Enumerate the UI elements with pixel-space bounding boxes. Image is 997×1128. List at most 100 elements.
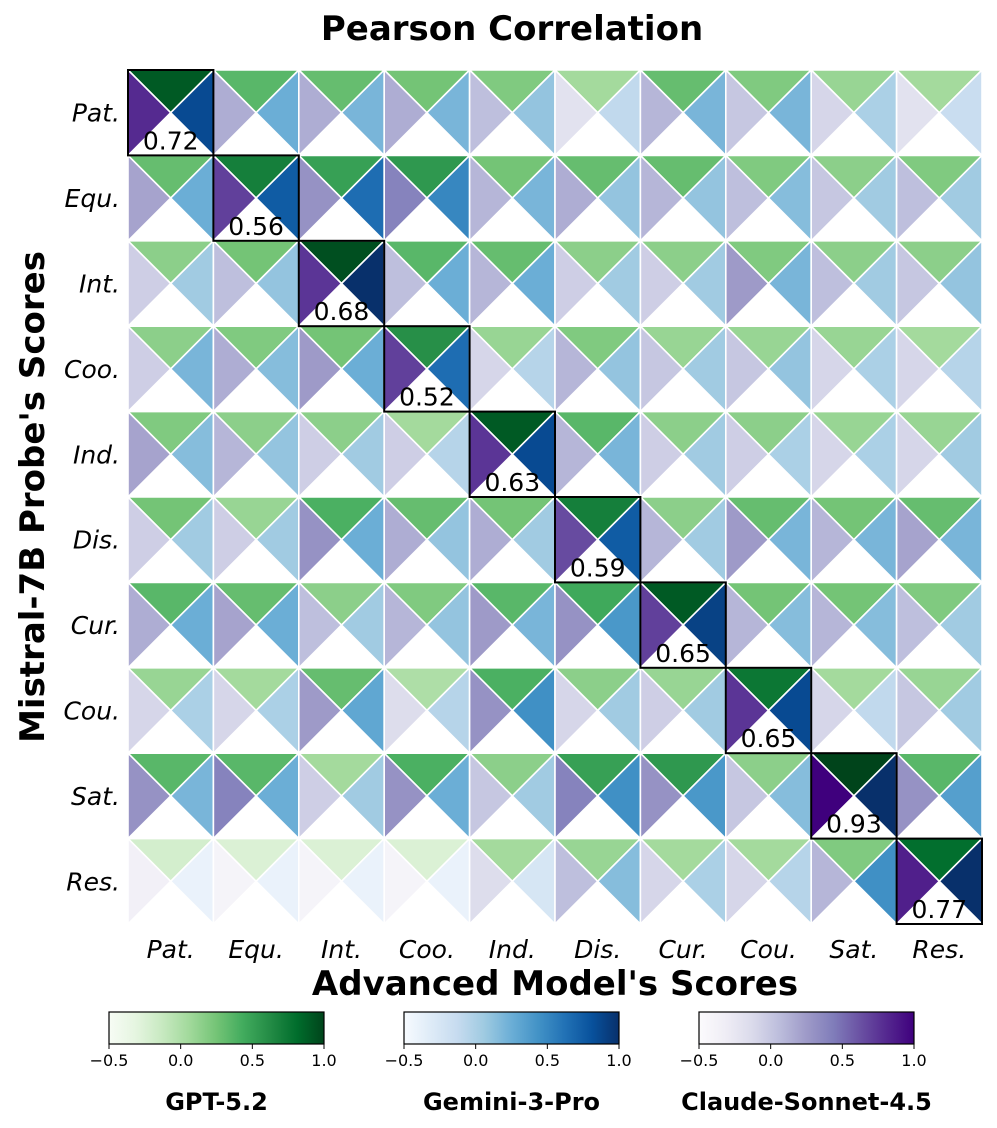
- cell-left-Coo.-Int.: [297, 325, 343, 413]
- cell-left-Pat.-Cou.: [724, 69, 770, 157]
- y-tick-labels: Pat. Equ. Int. Coo. Ind. Dis. Cur. Cou. Sat. Res.: [63, 99, 120, 897]
- cell-right-Cur.-Res.: [938, 581, 983, 669]
- colorbar-blues: −0.5 0.0 0.5 1.0 Gemini-3-Pro: [385, 1011, 632, 1116]
- cell-left-Int.-Equ.: [212, 240, 257, 328]
- cell-left-Sat.-Coo.: [383, 752, 428, 840]
- y-tick-label: Int.: [79, 270, 120, 299]
- diagonal-value-label: 0.68: [314, 297, 370, 326]
- chart-title: Pearson Correlation: [321, 9, 703, 49]
- cell-left-Sat.-Pat.: [127, 752, 172, 840]
- colorbar-tick-label: 1.0: [901, 1051, 926, 1070]
- diagonal-value-label: 0.93: [826, 810, 882, 839]
- cell-left-Cur.-Res.: [895, 581, 941, 669]
- cell-left-Pat.-Int.: [297, 69, 343, 157]
- y-tick-label: Res.: [66, 867, 120, 896]
- colorbar-tick-label: 0.5: [535, 1051, 560, 1070]
- cell-left-Cur.-Coo.: [383, 581, 428, 669]
- diagonal-value-label: 0.72: [143, 126, 199, 155]
- cell-left-Coo.-Sat.: [810, 325, 855, 413]
- cell-left-Res.-Equ.: [212, 837, 257, 925]
- cell-left-Dis.-Res.: [895, 496, 941, 584]
- colorbar-gradient: [108, 1011, 325, 1045]
- cell-left-Pat.-Ind.: [468, 69, 514, 157]
- cell-left-Cou.-Cur.: [639, 666, 684, 755]
- cell-left-Cou.-Dis.: [554, 666, 599, 755]
- x-tick-label: Res.: [912, 935, 966, 964]
- colorbar-title: Gemini-3-Pro: [423, 1088, 600, 1116]
- cell-left-Cur.-Sat.: [810, 581, 855, 669]
- y-axis-label: Mistral-7B Probe's Scores: [13, 251, 53, 743]
- colorbar-tick-label: −0.5: [385, 1051, 424, 1070]
- cell-left-Ind.-Equ.: [212, 410, 257, 498]
- x-axis-label: Advanced Model's Scores: [312, 964, 798, 1004]
- x-tick-label: Sat.: [829, 935, 878, 964]
- cell-right-Int.-Res.: [938, 240, 983, 328]
- cell-left-Coo.-Cou.: [724, 325, 770, 413]
- cell-left-Cou.-Res.: [895, 666, 941, 755]
- cell-left-Cou.-Equ.: [212, 666, 257, 755]
- cell-left-Int.-Sat.: [810, 240, 855, 328]
- y-tick-label: Pat.: [72, 99, 120, 128]
- cell-left-Ind.-Coo.: [383, 410, 428, 498]
- cell-left-Pat.-Cur.: [639, 69, 684, 157]
- colorbar-gradient: [698, 1011, 915, 1045]
- cell-left-Dis.-Pat.: [127, 496, 172, 584]
- cell-right-Equ.-Res.: [938, 154, 983, 242]
- cell-left-Coo.-Equ.: [212, 325, 257, 413]
- y-tick-label: Coo.: [64, 355, 120, 384]
- x-tick-label: Int.: [321, 935, 362, 964]
- colorbar-tick-label: 0.0: [168, 1051, 193, 1070]
- diagonal-value-label: 0.56: [228, 212, 284, 241]
- cell-left-Cou.-Int.: [297, 666, 343, 755]
- cell-left-Int.-Cou.: [724, 240, 770, 328]
- cell-left-Equ.-Pat.: [127, 154, 172, 242]
- cell-left-Dis.-Ind.: [468, 496, 514, 584]
- cell-left-Ind.-Res.: [895, 410, 941, 498]
- cell-left-Int.-Cur.: [639, 240, 684, 328]
- cell-left-Res.-Pat.: [127, 837, 172, 925]
- cell-left-Pat.-Dis.: [554, 69, 599, 157]
- cell-left-Coo.-Cur.: [639, 325, 684, 413]
- cell-right-Coo.-Res.: [938, 325, 983, 413]
- y-tick-label: Sat.: [71, 782, 120, 811]
- heatmap-cells: [127, 69, 983, 925]
- cell-left-Int.-Ind.: [468, 240, 514, 328]
- y-tick-label: Cur.: [71, 611, 120, 640]
- x-tick-labels: Pat. Equ. Int. Coo. Ind. Dis. Cur. Cou. Sat. Res.: [147, 935, 967, 964]
- colorbar-tick-label: 0.5: [240, 1051, 265, 1070]
- cell-left-Res.-Cou.: [724, 837, 770, 925]
- y-tick-label: Ind.: [73, 440, 120, 469]
- cell-right-Ind.-Res.: [938, 410, 983, 498]
- cell-left-Ind.-Cur.: [639, 410, 684, 498]
- diagonal-cell-border: [724, 666, 813, 755]
- cell-left-Pat.-Sat.: [810, 69, 855, 157]
- colorbar-tick-label: −0.5: [680, 1051, 719, 1070]
- cell-left-Ind.-Sat.: [810, 410, 855, 498]
- cell-left-Sat.-Dis.: [554, 752, 599, 840]
- cell-left-Res.-Coo.: [383, 837, 428, 925]
- cell-right-Cou.-Res.: [938, 666, 983, 755]
- cell-left-Equ.-Cou.: [724, 154, 770, 242]
- cell-left-Cou.-Coo.: [383, 666, 428, 755]
- cell-left-Sat.-Int.: [297, 752, 343, 840]
- x-tick-label: Dis.: [574, 935, 621, 964]
- cell-left-Res.-Cur.: [639, 837, 684, 925]
- colorbar-tick-label: −0.5: [90, 1051, 129, 1070]
- cell-left-Cur.-Pat.: [127, 581, 172, 669]
- x-tick-label: Cur.: [658, 935, 707, 964]
- cell-left-Dis.-Int.: [297, 496, 343, 584]
- diagonal-cell-border: [212, 154, 300, 242]
- cell-left-Int.-Res.: [895, 240, 941, 328]
- diagonal-labels: 0.72 0.56 0.68 0.52 0.63 0.59 0.65 0.65 0.93 0.77: [143, 126, 967, 924]
- diagonal-borders: [127, 69, 983, 925]
- x-tick-label: Ind.: [489, 935, 536, 964]
- cell-right-Sat.-Res.: [938, 752, 983, 840]
- colorbar-tick-label: 0.0: [463, 1051, 488, 1070]
- cell-left-Cur.-Equ.: [212, 581, 257, 669]
- cell-left-Dis.-Coo.: [383, 496, 428, 584]
- diagonal-cell-border: [639, 581, 727, 669]
- colorbars: −0.5 0.0 0.5 1.0 GPT-5.2 −0.5 0.0 0.5 1.0 Gemini-…: [90, 1011, 932, 1116]
- cell-left-Sat.-Cur.: [639, 752, 684, 840]
- cell-left-Res.-Dis.: [554, 837, 599, 925]
